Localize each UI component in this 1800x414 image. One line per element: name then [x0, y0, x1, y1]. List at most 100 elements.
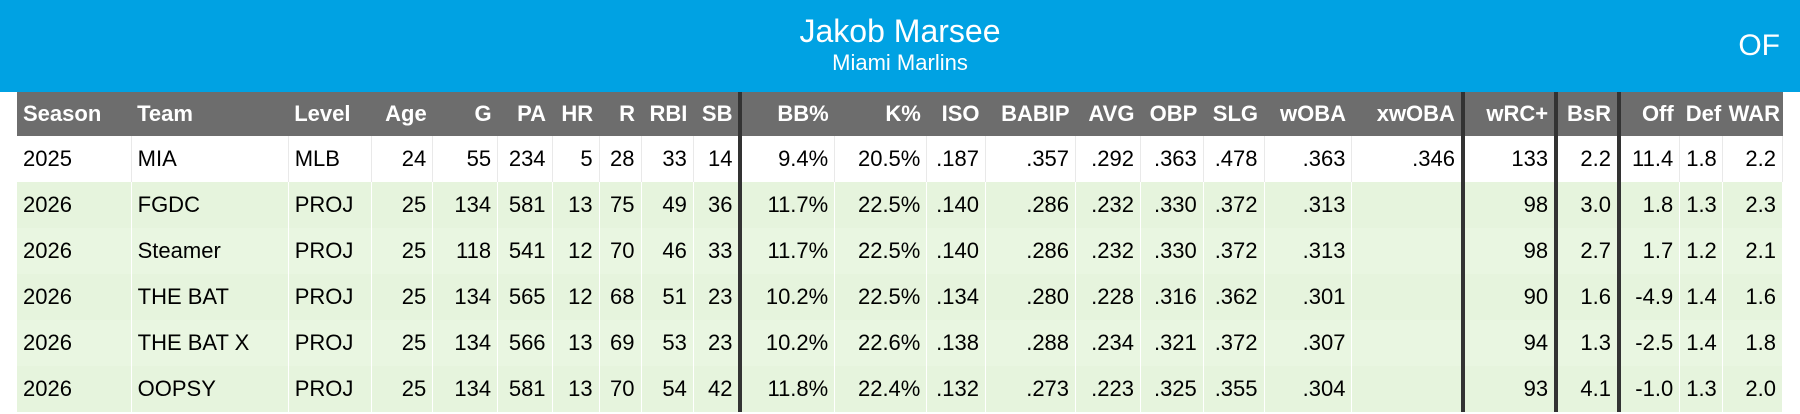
cell-rbi: 49 — [641, 182, 694, 228]
column-header-age[interactable]: Age — [371, 92, 433, 136]
cell-avg: .232 — [1075, 228, 1141, 274]
cell-r: 69 — [599, 320, 642, 366]
cell-iso: .138 — [926, 320, 986, 366]
player-name[interactable]: Jakob Marsee — [799, 13, 1001, 49]
cell-babip: .357 — [985, 136, 1077, 182]
cell-xwoba — [1351, 320, 1465, 366]
cell-bsr: 3.0 — [1556, 182, 1621, 228]
column-header-xwoba[interactable]: xwOBA — [1351, 92, 1465, 136]
column-header-war[interactable]: WAR — [1722, 92, 1783, 136]
cell-pa: 541 — [497, 228, 553, 274]
cell-sb: 23 — [693, 320, 743, 366]
cell-rbi: 53 — [641, 320, 694, 366]
cell-g: 118 — [432, 228, 499, 274]
cell-slg: .355 — [1203, 366, 1265, 412]
cell-k-pct: 22.5% — [834, 182, 928, 228]
cell-babip: .286 — [985, 182, 1077, 228]
cell-pa: 581 — [497, 366, 553, 412]
cell-age: 25 — [371, 228, 434, 274]
cell-woba: .304 — [1264, 366, 1353, 412]
cell-war: 1.8 — [1722, 320, 1783, 366]
column-header-g[interactable]: G — [432, 92, 498, 136]
cell-def: 1.4 — [1679, 274, 1724, 320]
cell-woba: .313 — [1264, 228, 1353, 274]
table-header-row: Season Team Level Age G PA HR R RBI SB BB% K% ISO BAB… — [17, 92, 1783, 136]
cell-babip: .280 — [985, 274, 1077, 320]
column-header-k-pct[interactable]: K% — [834, 92, 927, 136]
cell-bb-pct: 11.8% — [740, 366, 836, 412]
cell-wrc-plus: 90 — [1462, 274, 1559, 320]
cell-rbi: 33 — [641, 136, 694, 182]
cell-avg: .232 — [1075, 182, 1141, 228]
cell-bsr: 1.3 — [1556, 320, 1621, 366]
column-header-woba[interactable]: wOBA — [1264, 92, 1352, 136]
cell-season: 2026 — [17, 366, 132, 412]
cell-r: 70 — [599, 366, 642, 412]
cell-bsr: 4.1 — [1556, 366, 1621, 412]
cell-off: -1.0 — [1618, 366, 1681, 412]
column-header-bb-pct[interactable]: BB% — [740, 92, 835, 136]
cell-pa: 581 — [497, 182, 553, 228]
cell-bsr: 1.6 — [1556, 274, 1621, 320]
cell-g: 134 — [432, 182, 499, 228]
cell-obp: .330 — [1140, 228, 1204, 274]
cell-off: 1.8 — [1618, 182, 1681, 228]
cell-obp: .363 — [1140, 136, 1204, 182]
cell-g: 55 — [432, 136, 499, 182]
column-header-avg[interactable]: AVG — [1075, 92, 1141, 136]
cell-level: PROJ — [288, 366, 373, 412]
cell-off: -4.9 — [1618, 274, 1681, 320]
cell-team[interactable]: THE BAT X — [131, 320, 289, 366]
column-header-def[interactable]: Def — [1679, 92, 1723, 136]
cell-hr: 13 — [552, 320, 600, 366]
column-header-pa[interactable]: PA — [497, 92, 553, 136]
cell-bb-pct: 11.7% — [740, 228, 836, 274]
column-header-level[interactable]: Level — [288, 92, 372, 136]
cell-bb-pct: 9.4% — [740, 136, 836, 182]
table-body: 2025 MIA MLB 24 55 234 5 28 33 14 9.4% 20.5% .187.35… — [17, 136, 1783, 412]
cell-war: 2.3 — [1722, 182, 1783, 228]
cell-pa: 234 — [497, 136, 553, 182]
column-header-off[interactable]: Off — [1618, 92, 1680, 136]
column-header-slg[interactable]: SLG — [1203, 92, 1265, 136]
cell-off: -2.5 — [1618, 320, 1681, 366]
cell-pa: 565 — [497, 274, 553, 320]
cell-hr: 13 — [552, 366, 600, 412]
column-header-babip[interactable]: BABIP — [985, 92, 1076, 136]
column-header-wrc-plus[interactable]: wRC+ — [1462, 92, 1559, 136]
column-header-rbi[interactable]: RBI — [641, 92, 694, 136]
cell-bb-pct: 10.2% — [740, 274, 836, 320]
cell-season: 2026 — [17, 274, 132, 320]
cell-team[interactable]: FGDC — [131, 182, 289, 228]
column-header-team[interactable]: Team — [131, 92, 289, 136]
cell-g: 134 — [432, 320, 499, 366]
cell-team[interactable]: MIA — [131, 136, 289, 182]
cell-xwoba — [1351, 228, 1465, 274]
cell-r: 68 — [599, 274, 642, 320]
column-header-iso[interactable]: ISO — [926, 92, 986, 136]
cell-obp: .330 — [1140, 182, 1204, 228]
column-header-hr[interactable]: HR — [552, 92, 600, 136]
column-header-obp[interactable]: OBP — [1140, 92, 1204, 136]
cell-age: 25 — [371, 320, 434, 366]
cell-team[interactable]: OOPSY — [131, 366, 289, 412]
cell-wrc-plus: 94 — [1462, 320, 1559, 366]
team-name[interactable]: Miami Marlins — [832, 50, 968, 75]
cell-team[interactable]: Steamer — [131, 228, 289, 274]
cell-wrc-plus: 133 — [1462, 136, 1559, 182]
column-header-bsr[interactable]: BsR — [1556, 92, 1621, 136]
cell-hr: 5 — [552, 136, 600, 182]
cell-hr: 13 — [552, 182, 600, 228]
cell-k-pct: 22.6% — [834, 320, 928, 366]
column-header-sb[interactable]: SB — [693, 92, 743, 136]
cell-bsr: 2.2 — [1556, 136, 1621, 182]
cell-season: 2025 — [17, 136, 132, 182]
cell-team[interactable]: THE BAT — [131, 274, 289, 320]
cell-iso: .187 — [926, 136, 986, 182]
cell-level: MLB — [288, 136, 373, 182]
column-header-r[interactable]: R — [599, 92, 642, 136]
cell-slg: .362 — [1203, 274, 1265, 320]
cell-age: 25 — [371, 274, 434, 320]
cell-xwoba — [1351, 274, 1465, 320]
column-header-season[interactable]: Season — [17, 92, 132, 136]
